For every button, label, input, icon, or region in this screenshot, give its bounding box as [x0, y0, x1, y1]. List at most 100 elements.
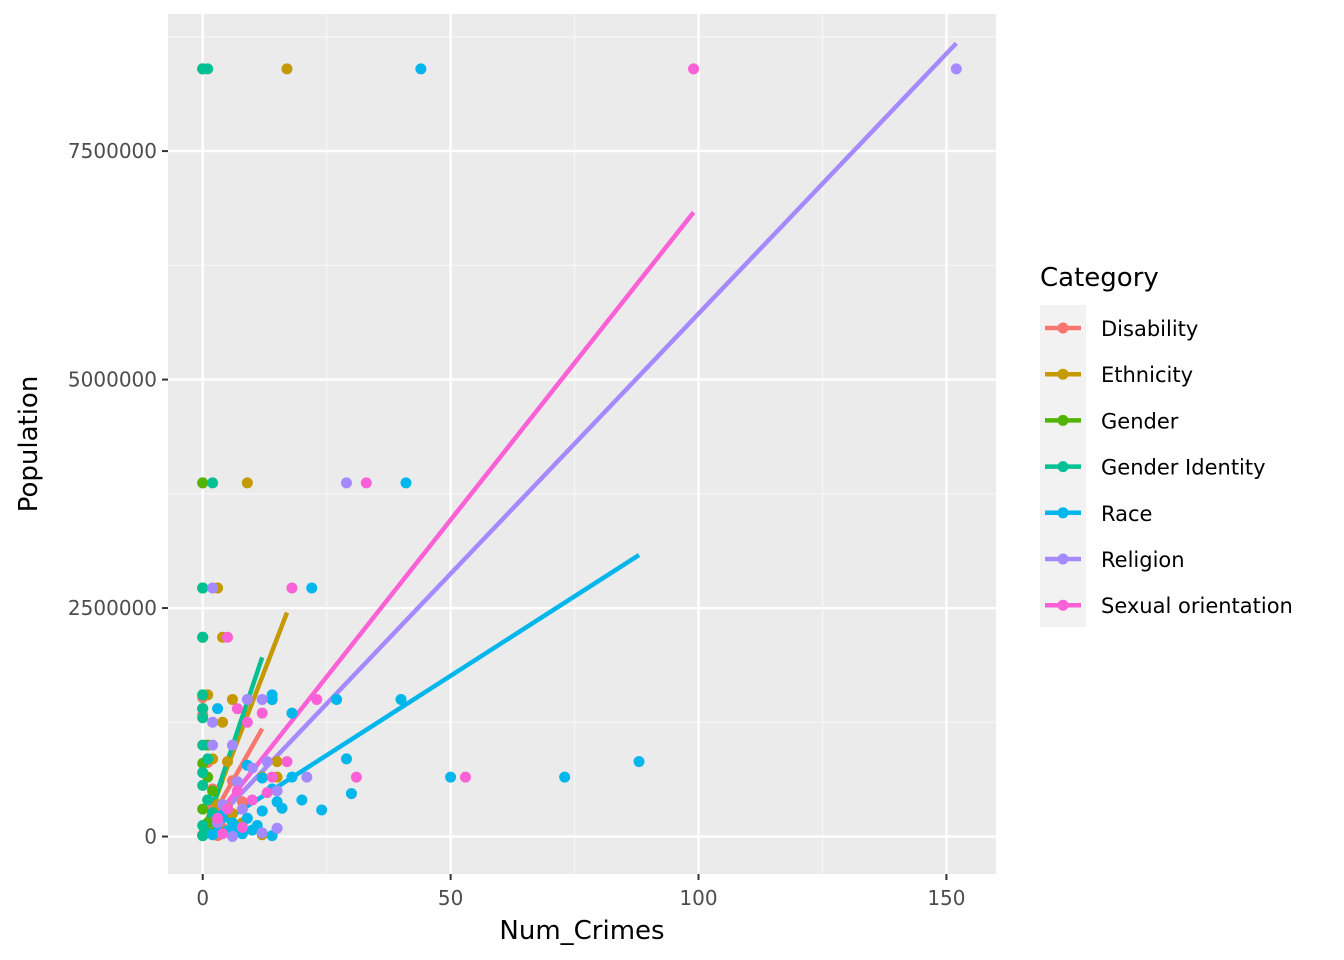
- point-gender-identity: [197, 689, 209, 701]
- point-sexual-orientation: [217, 828, 229, 840]
- point-sexual-orientation: [221, 631, 233, 643]
- point-sexual-orientation: [286, 582, 298, 594]
- point-race: [256, 772, 268, 784]
- point-race: [246, 824, 258, 836]
- legend-label-sexual-orientation: Sexual orientation: [1101, 594, 1293, 618]
- point-sexual-orientation: [261, 787, 273, 799]
- legend-label-religion: Religion: [1101, 548, 1185, 572]
- point-race: [266, 693, 278, 705]
- point-race: [276, 802, 288, 814]
- point-religion: [246, 762, 258, 774]
- point-race: [286, 707, 298, 719]
- point-gender: [197, 803, 209, 815]
- fit-line-religion: [201, 41, 958, 836]
- x-axis-title: Num_Crimes: [499, 916, 664, 946]
- point-religion: [261, 756, 273, 768]
- point-ethnicity: [226, 693, 238, 705]
- point-race: [345, 788, 357, 800]
- legend-dot-sexual-orientation: [1057, 599, 1069, 611]
- point-gender-identity: [197, 779, 209, 791]
- fit-line-sexual-orientation: [200, 210, 696, 836]
- legend-title: Category: [1040, 263, 1159, 293]
- point-race: [241, 812, 253, 824]
- point-sexual-orientation: [256, 707, 268, 719]
- point-gender-identity: [197, 703, 209, 715]
- y-tick-label: 5000000: [68, 368, 157, 392]
- legend-dot-religion: [1057, 553, 1069, 565]
- point-race: [340, 753, 352, 765]
- point-ethnicity: [271, 756, 283, 768]
- legend-label-gender: Gender: [1101, 409, 1179, 433]
- point-gender: [207, 785, 219, 797]
- point-religion: [271, 822, 283, 834]
- point-race: [400, 477, 412, 489]
- point-sexual-orientation: [231, 703, 243, 715]
- legend-label-race: Race: [1101, 502, 1152, 526]
- point-gender-identity: [202, 794, 214, 806]
- point-religion: [301, 771, 313, 783]
- point-gender-identity: [202, 753, 214, 765]
- point-ethnicity: [221, 756, 233, 768]
- point-race: [559, 771, 571, 783]
- point-gender-identity: [197, 739, 209, 751]
- point-race: [395, 693, 407, 705]
- y-tick-label: 2500000: [68, 596, 157, 620]
- x-tick-label: 100: [679, 886, 717, 910]
- y-tick-label: 0: [144, 825, 157, 849]
- point-ethnicity: [217, 716, 229, 728]
- point-religion: [950, 63, 962, 75]
- legend-label-gender-identity: Gender Identity: [1101, 456, 1266, 480]
- point-religion: [226, 831, 238, 843]
- point-race: [306, 582, 318, 594]
- y-axis-title: Population: [14, 376, 44, 513]
- point-religion: [271, 785, 283, 797]
- point-religion: [226, 739, 238, 751]
- point-sexual-orientation: [360, 477, 372, 489]
- x-tick-label: 0: [196, 886, 209, 910]
- legend-label-disability: Disability: [1101, 317, 1198, 341]
- point-gender-identity: [197, 767, 209, 779]
- point-race: [331, 693, 343, 705]
- point-ethnicity: [241, 477, 253, 489]
- x-tick-label: 150: [927, 886, 965, 910]
- legend-dot-gender: [1057, 414, 1069, 426]
- point-race: [445, 771, 457, 783]
- y-tick-label: 7500000: [68, 139, 157, 163]
- point-race: [226, 817, 238, 829]
- major-grid: [168, 14, 996, 874]
- legend-dot-disability: [1057, 322, 1069, 334]
- legend-dot-ethnicity: [1057, 368, 1069, 380]
- point-religion: [236, 803, 248, 815]
- x-tick-label: 50: [438, 886, 463, 910]
- point-race: [256, 805, 268, 817]
- point-race: [633, 756, 645, 768]
- point-gender-identity: [197, 582, 209, 594]
- point-sexual-orientation: [688, 63, 700, 75]
- point-sexual-orientation: [231, 785, 243, 797]
- legend: Disability Ethnicity Gender Gender Identity…: [1045, 317, 1293, 618]
- point-race: [286, 771, 298, 783]
- point-sexual-orientation: [266, 771, 278, 783]
- point-sexual-orientation: [281, 756, 293, 768]
- plot-panel: [168, 14, 996, 874]
- point-gender-identity: [197, 631, 209, 643]
- axes: 0 50 100 150 0 2500000 5000000 7500000: [68, 139, 966, 910]
- point-gender-identity: [197, 712, 209, 724]
- point-religion: [231, 776, 243, 788]
- point-gender-identity: [207, 477, 219, 489]
- point-gender: [197, 477, 209, 489]
- point-race: [296, 794, 308, 806]
- data-points: [197, 63, 962, 843]
- point-sexual-orientation: [350, 771, 362, 783]
- point-sexual-orientation: [212, 812, 224, 824]
- legend-dot-race: [1057, 507, 1069, 519]
- point-race: [415, 63, 427, 75]
- point-sexual-orientation: [236, 821, 248, 833]
- point-race: [212, 703, 224, 715]
- point-gender-identity: [197, 830, 209, 842]
- point-sexual-orientation: [311, 693, 323, 705]
- point-religion: [207, 739, 219, 751]
- point-sexual-orientation: [241, 716, 253, 728]
- point-religion: [207, 716, 219, 728]
